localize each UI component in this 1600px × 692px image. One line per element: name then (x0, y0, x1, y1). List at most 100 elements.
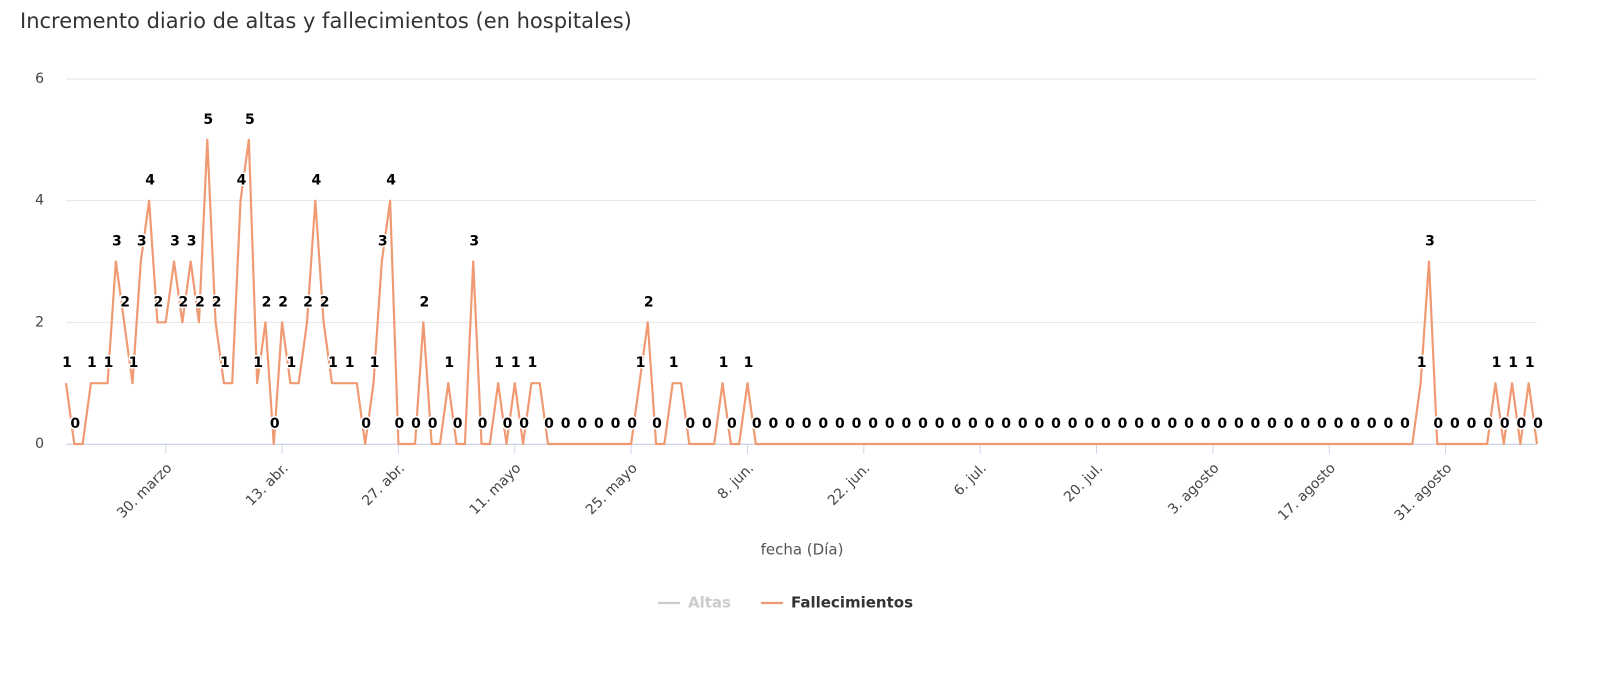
data-label: 0 (361, 416, 371, 432)
data-label: 1 (370, 355, 380, 371)
data-label: 0 (1101, 416, 1111, 432)
data-label: 0 (752, 416, 762, 432)
data-label: 0 (652, 416, 662, 432)
data-label: 1 (345, 355, 355, 371)
data-label: 0 (1084, 416, 1094, 432)
legend-label[interactable]: Fallecimientos (791, 594, 913, 612)
data-label: 3 (137, 234, 147, 250)
data-label: 0 (1517, 416, 1527, 432)
data-label: 1 (719, 355, 729, 371)
x-tick-label: 3. agosto (1165, 460, 1222, 517)
data-label: 0 (544, 416, 554, 432)
data-label: 0 (968, 416, 978, 432)
data-label: 0 (453, 416, 463, 432)
x-tick-label: 27. abr. (359, 460, 408, 509)
data-label: 0 (1533, 416, 1543, 432)
data-label: 0 (270, 416, 280, 432)
data-label: 0 (868, 416, 878, 432)
data-label: 4 (237, 173, 247, 189)
data-label: 0 (519, 416, 529, 432)
data-label: 0 (1467, 416, 1477, 432)
data-label: 2 (120, 294, 130, 310)
data-label: 1 (328, 355, 338, 371)
x-tick-label: 31. agosto (1392, 460, 1456, 524)
data-label: 1 (1417, 355, 1427, 371)
data-label: 0 (1001, 416, 1011, 432)
data-label: 1 (129, 355, 139, 371)
x-axis-title: fecha (Día) (761, 541, 844, 559)
data-label: 2 (278, 294, 288, 310)
data-label: 3 (187, 234, 197, 250)
data-label: 1 (1492, 355, 1502, 371)
data-label: 2 (320, 294, 330, 310)
x-tick-label: 6. jul. (951, 460, 990, 499)
data-label: 0 (1201, 416, 1211, 432)
data-label: 5 (203, 112, 213, 128)
data-label: 0 (1267, 416, 1277, 432)
data-label: 0 (395, 416, 405, 432)
data-label: 0 (1134, 416, 1144, 432)
data-label: 2 (303, 294, 313, 310)
data-label: 0 (935, 416, 945, 432)
y-tick-label: 6 (35, 71, 44, 87)
data-label: 0 (478, 416, 488, 432)
data-label: 1 (253, 355, 263, 371)
x-tick-label: 20. jul. (1061, 460, 1106, 505)
data-label: 1 (511, 355, 521, 371)
data-label: 0 (1167, 416, 1177, 432)
data-label: 0 (503, 416, 513, 432)
data-label: 0 (1217, 416, 1227, 432)
data-label: 0 (785, 416, 795, 432)
data-label: 0 (1500, 416, 1510, 432)
x-tick-label: 30. marzo (114, 460, 175, 521)
data-label: 0 (1184, 416, 1194, 432)
data-label: 1 (444, 355, 454, 371)
data-label: 0 (1433, 416, 1443, 432)
data-label: 0 (1151, 416, 1161, 432)
data-label: 0 (1483, 416, 1493, 432)
data-label: 0 (885, 416, 895, 432)
line (64, 138, 1539, 446)
data-label: 0 (727, 416, 737, 432)
data-label: 0 (802, 416, 812, 432)
data-label: 1 (744, 355, 754, 371)
data-label: 0 (611, 416, 621, 432)
data-label: 1 (1525, 355, 1535, 371)
data-label: 0 (577, 416, 587, 432)
data-label: 0 (1350, 416, 1360, 432)
data-label: 4 (386, 173, 396, 189)
data-label: 1 (62, 355, 72, 371)
data-label: 2 (419, 294, 429, 310)
data-label: 0 (1450, 416, 1460, 432)
data-label: 0 (1034, 416, 1044, 432)
data-label: 0 (1367, 416, 1377, 432)
data-label: 4 (311, 173, 321, 189)
data-label: 3 (1425, 234, 1435, 250)
data-label: 0 (902, 416, 912, 432)
x-tick-label: 8. jun. (715, 460, 757, 502)
data-label: 2 (262, 294, 272, 310)
data-label: 0 (1234, 416, 1244, 432)
data-label: 0 (1334, 416, 1344, 432)
data-label: 0 (1018, 416, 1028, 432)
data-label: 1 (494, 355, 504, 371)
data-label: 0 (627, 416, 637, 432)
x-tick-label: 11. mayo (467, 460, 525, 518)
data-label: 1 (528, 355, 538, 371)
data-label: 2 (644, 294, 654, 310)
data-label: 0 (769, 416, 779, 432)
data-label: 1 (669, 355, 679, 371)
data-label: 3 (112, 234, 122, 250)
data-label: 2 (212, 294, 222, 310)
data-label: 0 (428, 416, 438, 432)
x-tick-label: 25. mayo (583, 460, 641, 518)
data-label: 0 (1400, 416, 1410, 432)
data-label: 1 (220, 355, 230, 371)
data-label: 0 (852, 416, 862, 432)
data-label: 0 (918, 416, 928, 432)
x-tick-label: 13. abr. (243, 460, 292, 509)
data-label: 0 (561, 416, 571, 432)
legend-label[interactable]: Altas (688, 594, 731, 612)
data-label: 0 (951, 416, 961, 432)
